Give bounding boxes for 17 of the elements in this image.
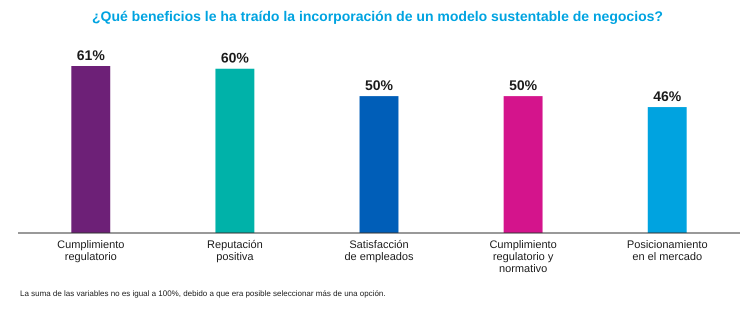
data-label: 50%: [509, 77, 538, 94]
x-tick-label: Satisfacción de empleados: [344, 239, 414, 263]
bar: [215, 68, 254, 233]
bar: [360, 96, 398, 233]
chart-title: ¿Qué beneficios le ha traído la incorporación de un modelo sustentable de negocios?: [92, 8, 663, 24]
bar: [504, 96, 543, 233]
data-label: 50%: [364, 77, 394, 94]
x-tick-label: Cumplimiento regulatorio: [57, 239, 124, 263]
data-label: 61%: [76, 47, 106, 63]
bar: [648, 107, 687, 233]
x-tick-label: Posicionamiento en el mercado: [626, 239, 708, 263]
data-label: 46%: [653, 88, 682, 104]
data-label: 60%: [220, 50, 250, 66]
bar: [71, 66, 110, 233]
text: La suma de las variables no es igual a 100%, debido a que era posible seleccionar más de una opción.: [20, 289, 386, 298]
x-tick-label: Cumplimiento regulatorio y normativo: [489, 239, 557, 275]
x-tick-label: Reputación positiva: [207, 239, 263, 263]
